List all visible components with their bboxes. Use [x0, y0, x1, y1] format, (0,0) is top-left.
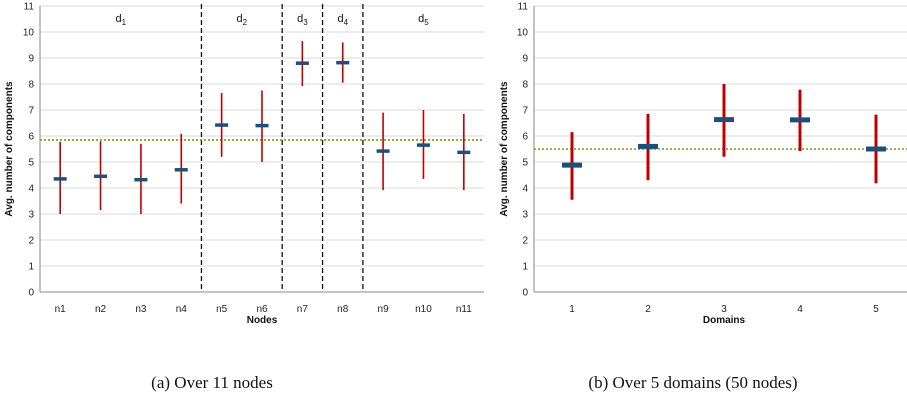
mean-marker	[790, 117, 810, 123]
mean-marker	[457, 150, 471, 155]
y-tick-label: 4	[28, 184, 34, 195]
x-tick-label: 2	[645, 304, 651, 315]
y-tick-label: 4	[522, 184, 528, 195]
region-label-letter: d	[418, 13, 424, 25]
y-tick-label: 0	[522, 288, 528, 299]
y-tick-label: 8	[28, 80, 34, 91]
mean-marker	[638, 143, 658, 149]
region-label-subscript: 2	[243, 18, 248, 27]
x-tick-label: n5	[216, 304, 228, 315]
y-tick-label: 5	[522, 158, 528, 169]
region-label: d2	[237, 13, 248, 27]
y-tick-label: 2	[28, 236, 34, 247]
x-tick-label: n6	[256, 304, 268, 315]
region-label-subscript: 1	[122, 18, 127, 27]
region-label: d1	[115, 13, 126, 27]
y-tick-label: 9	[28, 54, 34, 65]
region-label: d3	[297, 13, 308, 27]
x-axis-title: Domains	[703, 315, 746, 326]
y-tick-label: 1	[522, 262, 528, 273]
mean-marker	[255, 123, 269, 128]
y-tick-label: 6	[28, 132, 34, 143]
y-tick-label: 7	[522, 106, 528, 117]
mean-marker	[215, 123, 229, 127]
region-label-subscript: 4	[344, 18, 349, 27]
mean-marker	[295, 61, 309, 65]
x-tick-label: n1	[55, 304, 67, 315]
region-label-subscript: 5	[424, 18, 429, 27]
x-tick-label: n7	[297, 304, 309, 315]
caption-b: (b) Over 5 domains (50 nodes)	[588, 373, 797, 392]
mean-marker	[416, 143, 430, 147]
y-tick-label: 3	[522, 210, 528, 221]
mean-marker	[376, 149, 390, 153]
x-tick-label: n11	[456, 304, 472, 315]
y-tick-label: 3	[28, 210, 34, 221]
region-label-letter: d	[237, 13, 243, 25]
y-tick-label: 6	[522, 132, 528, 143]
region-label-letter: d	[337, 13, 343, 25]
x-axis-title: Nodes	[247, 315, 278, 326]
mean-marker	[714, 117, 734, 123]
mean-marker	[53, 177, 67, 181]
x-tick-label: n8	[337, 304, 349, 315]
y-tick-label: 2	[522, 236, 528, 247]
x-tick-label: 3	[721, 304, 727, 315]
x-tick-label: n10	[415, 304, 432, 315]
y-tick-label: 5	[28, 158, 34, 169]
y-tick-label: 7	[28, 106, 34, 117]
region-label-subscript: 3	[303, 18, 308, 27]
y-tick-label: 9	[522, 54, 528, 65]
region-label: d5	[418, 13, 429, 27]
y-tick-label: 10	[517, 28, 529, 39]
x-tick-label: 1	[569, 304, 575, 315]
x-tick-label: 4	[797, 304, 803, 315]
x-tick-label: n9	[378, 304, 390, 315]
mean-marker	[174, 168, 188, 172]
y-tick-label: 11	[24, 2, 35, 13]
y-tick-label: 8	[522, 80, 528, 91]
region-label: d4	[337, 13, 348, 27]
mean-marker	[134, 177, 148, 182]
mean-marker	[562, 162, 582, 168]
y-axis-title: Avg. number of components	[499, 81, 510, 217]
y-tick-label: 10	[23, 28, 35, 39]
y-tick-label: 0	[28, 288, 34, 299]
x-tick-label: n4	[176, 304, 188, 315]
x-tick-label: n3	[135, 304, 147, 315]
mean-marker	[336, 60, 350, 65]
region-label-letter: d	[297, 13, 303, 25]
caption-a: (a) Over 11 nodes	[151, 373, 273, 392]
region-label-letter: d	[115, 13, 121, 25]
x-tick-label: n2	[95, 304, 107, 315]
mean-marker	[94, 174, 108, 179]
y-tick-label: 11	[518, 2, 529, 13]
mean-marker	[866, 146, 886, 152]
y-tick-label: 1	[28, 262, 34, 273]
y-axis-title: Avg. number of components	[4, 81, 15, 217]
x-tick-label: 5	[873, 304, 879, 315]
